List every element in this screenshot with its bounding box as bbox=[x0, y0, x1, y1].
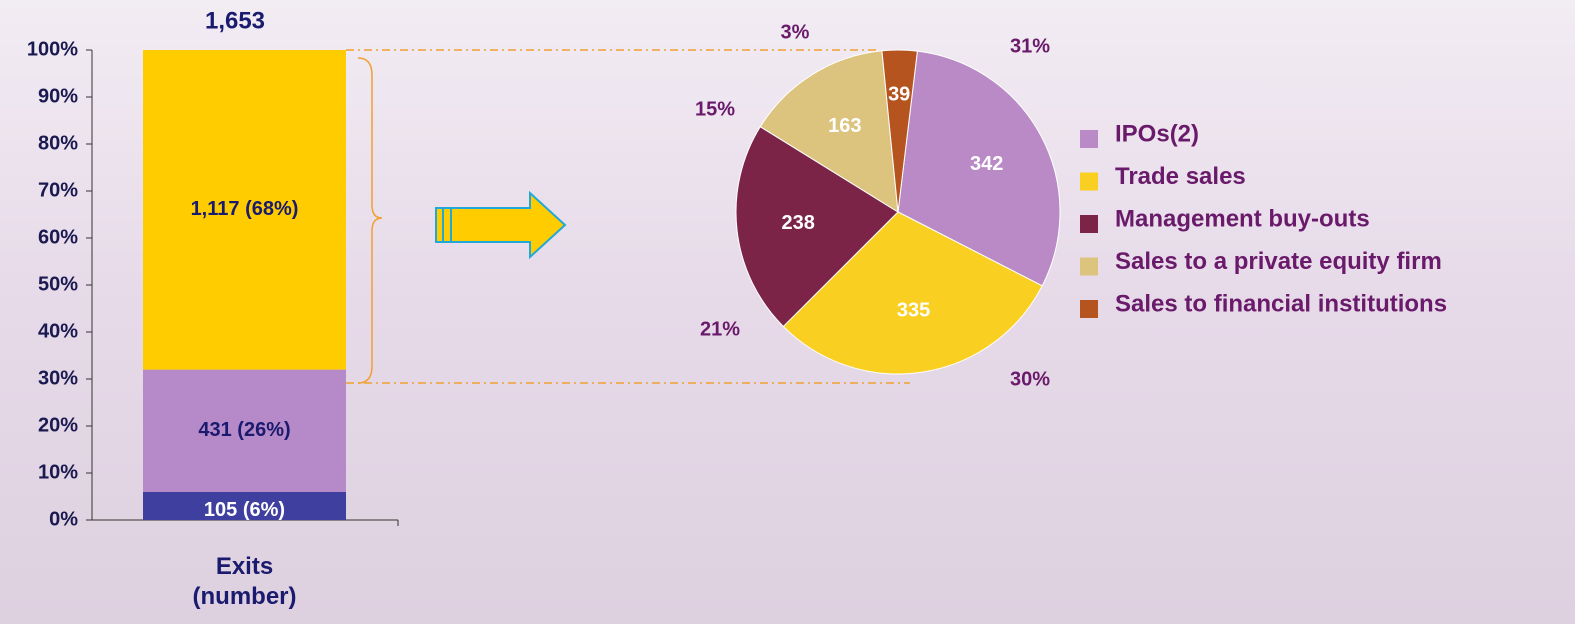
y-tick-label: 100% bbox=[27, 38, 78, 60]
legend-swatch bbox=[1080, 130, 1098, 148]
bar-segment bbox=[143, 50, 346, 370]
percent-label: 3% bbox=[781, 21, 810, 43]
x-tick-label: Exits (number) bbox=[193, 553, 297, 610]
pie-slice bbox=[759, 50, 899, 213]
bar-segment bbox=[143, 491, 346, 520]
value-label: 335 bbox=[897, 300, 930, 322]
legend-label: IPOs(2) bbox=[1115, 120, 1199, 147]
value-label: 431 (26%) bbox=[198, 419, 290, 441]
value-label: 342 bbox=[970, 153, 1003, 175]
y-tick-label: 90% bbox=[38, 85, 78, 107]
pie-slice bbox=[897, 50, 1061, 287]
percent-label: 31% bbox=[1010, 35, 1050, 57]
legend-swatch bbox=[1080, 257, 1098, 276]
value-label: 163 bbox=[828, 115, 861, 137]
legend-label: Sales to financial institutions bbox=[1115, 290, 1447, 317]
total-label: 1,653 bbox=[205, 7, 265, 34]
pie-slice bbox=[735, 126, 899, 328]
value-label: 39 bbox=[888, 84, 910, 106]
legend-swatch bbox=[1080, 300, 1098, 318]
connector bbox=[346, 49, 910, 384]
percent-label: 30% bbox=[1010, 368, 1050, 390]
y-tick-label: 60% bbox=[38, 226, 78, 248]
percent-label: 21% bbox=[700, 318, 740, 340]
value-label: 1,117 (68%) bbox=[191, 198, 299, 220]
y-tick-label: 50% bbox=[38, 273, 78, 295]
legend-label: Trade sales bbox=[1115, 163, 1246, 190]
legend-swatch bbox=[1080, 172, 1098, 191]
value-label: 105 (6%) bbox=[204, 499, 285, 521]
y-tick-label: 70% bbox=[38, 179, 78, 201]
pie-slice bbox=[881, 49, 918, 213]
y-tick-label: 20% bbox=[38, 414, 78, 436]
legend-swatch bbox=[1080, 215, 1098, 233]
y-tick-label: 10% bbox=[38, 461, 78, 483]
percent-label: 15% bbox=[695, 98, 735, 120]
legend-label: Sales to a private equity firm bbox=[1115, 248, 1442, 275]
y-tick-label: 40% bbox=[38, 320, 78, 342]
y-tick-label: 30% bbox=[38, 367, 78, 389]
brace bbox=[357, 57, 383, 384]
y-tick-label: 0% bbox=[49, 508, 78, 530]
y-tick-label: 80% bbox=[38, 132, 78, 154]
bar-segment bbox=[143, 369, 346, 492]
value-label: 238 bbox=[782, 212, 815, 234]
pie-slice bbox=[782, 211, 1043, 375]
legend-label: Management buy-outs bbox=[1115, 205, 1370, 232]
